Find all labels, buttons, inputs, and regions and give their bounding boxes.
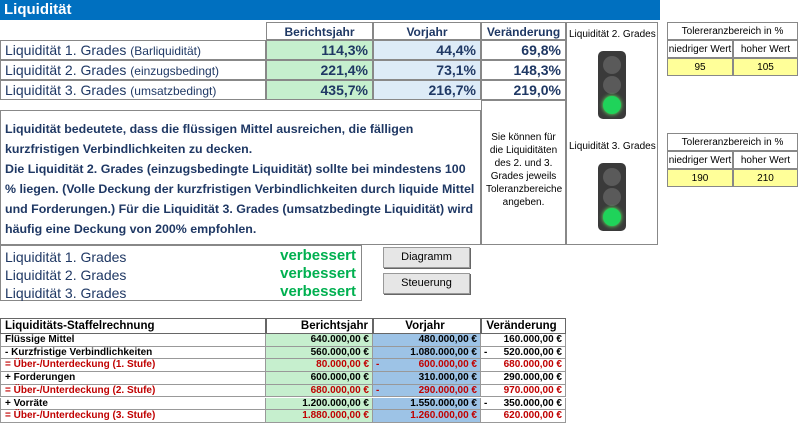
lights-panel: Liquidität 2. Grades Liquidität 3. Grade…: [566, 22, 658, 245]
amount-cell: - 290.000,00 €: [373, 384, 481, 398]
row-label-text: Liquidität 1. Grades: [5, 42, 127, 58]
amount-cell: 310.000,00 €: [373, 372, 481, 385]
tolerance-value: 190: [667, 169, 733, 187]
column-header: Vorjahr: [373, 318, 481, 334]
amount-cell: - 350.000,00 €: [481, 397, 566, 411]
amount: 600.000,00 €: [418, 359, 477, 371]
amount: 290.000,00 €: [418, 384, 477, 396]
amount-cell: 1.080.000,00 €: [373, 346, 481, 360]
row-label-text: Liquidität 2. Grades: [5, 62, 127, 78]
amount-sign: -: [376, 384, 380, 396]
button[interactable]: Diagramm: [383, 247, 470, 268]
amount-sign: -: [484, 397, 488, 409]
amount-cell: 1.880.000,00 €: [266, 410, 373, 423]
amount-cell: 1.260.000,00 €: [373, 410, 481, 423]
description: Liquidität bedeutete, dass die flüssigen…: [0, 110, 481, 245]
ratio-value: 148,3%: [481, 60, 566, 80]
amount-cell: 80.000,00 €: [266, 359, 373, 373]
ratio-value: 114,3%: [266, 40, 373, 60]
tolerance-header: hoher Wert: [733, 151, 798, 169]
status-label: Liquidität 3. Grades: [5, 285, 127, 301]
amount-cell: 560.000,00 €: [266, 346, 373, 360]
row-note: (umsatzbedingt): [130, 84, 217, 98]
column-header: Berichtsjahr: [266, 22, 373, 40]
row-label: Liquidität 2. Grades (einzugsbedingt): [0, 60, 266, 80]
status-value: verbessert: [280, 283, 356, 300]
amount-cell: 160.000,00 €: [481, 334, 566, 347]
amount: 350.000,00 €: [503, 397, 562, 409]
hint-panel: Sie können für die Liquiditäten des 2. u…: [481, 100, 566, 245]
amount-cell: 480.000,00 €: [373, 334, 481, 347]
amount-cell: 1.550.000,00 €: [373, 397, 481, 411]
row-label: = Über-/Unterdeckung (3. Stufe): [0, 410, 266, 423]
ratio-value: 219,0%: [481, 80, 566, 100]
row-label: + Vorräte: [0, 397, 266, 411]
tolerance-value: 105: [733, 58, 798, 76]
traffic-light: [598, 163, 626, 231]
tolerance-title: Tolereranzbereich in %: [667, 22, 798, 40]
column-header: Veränderung: [481, 318, 566, 334]
row-label: = Über-/Unterdeckung (1. Stufe): [0, 359, 266, 373]
tolerance-header: niedriger Wert: [667, 151, 733, 169]
tolerance-header: hoher Wert: [733, 40, 798, 58]
row-label: - Kurzfristige Verbindlichkeiten: [0, 346, 266, 360]
status-label: Liquidität 1. Grades: [5, 249, 127, 265]
column-header: Vorjahr: [373, 22, 481, 40]
ratio-value: 435,7%: [266, 80, 373, 100]
row-label: = Über-/Unterdeckung (2. Stufe): [0, 384, 266, 398]
amount-cell: 970.000,00 €: [481, 384, 566, 398]
amount-cell: 600.000,00 €: [266, 372, 373, 385]
tolerance-value: 95: [667, 58, 733, 76]
status-panel: Liquidität 1. Grades verbessert Liquidität…: [0, 245, 362, 301]
amount-cell: 620.000,00 €: [481, 410, 566, 423]
description-paragraph: Die Liquidität 2. Grades (einzugsbedingt…: [5, 162, 475, 236]
ratio-value: 221,4%: [266, 60, 373, 80]
amount-cell: 640.000,00 €: [266, 334, 373, 347]
amount-cell: 1.200.000,00 €: [266, 397, 373, 411]
description-paragraph: Liquidität bedeutete, dass die flüssigen…: [5, 122, 414, 156]
row-label: Liquidität 3. Grades (umsatzbedingt): [0, 80, 266, 100]
amount-cell: 680.000,00 €: [266, 384, 373, 398]
status-value: verbessert: [280, 265, 356, 282]
amount-cell: - 600.000,00 €: [373, 359, 481, 373]
column-header: Veränderung: [481, 22, 566, 40]
traffic-light: [598, 51, 626, 119]
row-label: Liquidität 1. Grades (Barliquidität): [0, 40, 266, 60]
column-header: Berichtsjahr: [266, 318, 373, 334]
amount-sign: -: [484, 346, 488, 358]
row-label: Flüssige Mittel: [0, 334, 266, 347]
row-label: + Forderungen: [0, 372, 266, 385]
row-note: (Barliquidität): [130, 44, 201, 58]
amount-cell: 680.000,00 €: [481, 359, 566, 373]
ratio-value: 44,4%: [373, 40, 481, 60]
amount-cell: - 520.000,00 €: [481, 346, 566, 360]
tolerance-title: Tolereranzbereich in %: [667, 133, 798, 151]
ratio-value: 69,8%: [481, 40, 566, 60]
status-label: Liquidität 2. Grades: [5, 267, 127, 283]
amount-sign: -: [376, 359, 380, 371]
tolerance-header: niedriger Wert: [667, 40, 733, 58]
tolerance-value: 210: [733, 169, 798, 187]
sheet-title: Liquidität: [0, 0, 660, 20]
row-label-text: Liquidität 3. Grades: [5, 82, 127, 98]
light-label: Liquidität 2. Grades: [569, 29, 656, 40]
hint-text: Sie können für die Liquiditäten des 2. u…: [486, 132, 563, 208]
ratio-value: 73,1%: [373, 60, 481, 80]
amount: 520.000,00 €: [503, 346, 562, 358]
button[interactable]: Steuerung: [383, 273, 470, 294]
ratio-value: 216,7%: [373, 80, 481, 100]
amount-cell: 290.000,00 €: [481, 372, 566, 385]
table-title: Liquiditäts-Staffelrechnung: [0, 318, 266, 334]
status-value: verbessert: [280, 247, 356, 264]
row-note: (einzugsbedingt): [130, 64, 220, 78]
light-label: Liquidität 3. Grades: [569, 141, 656, 152]
